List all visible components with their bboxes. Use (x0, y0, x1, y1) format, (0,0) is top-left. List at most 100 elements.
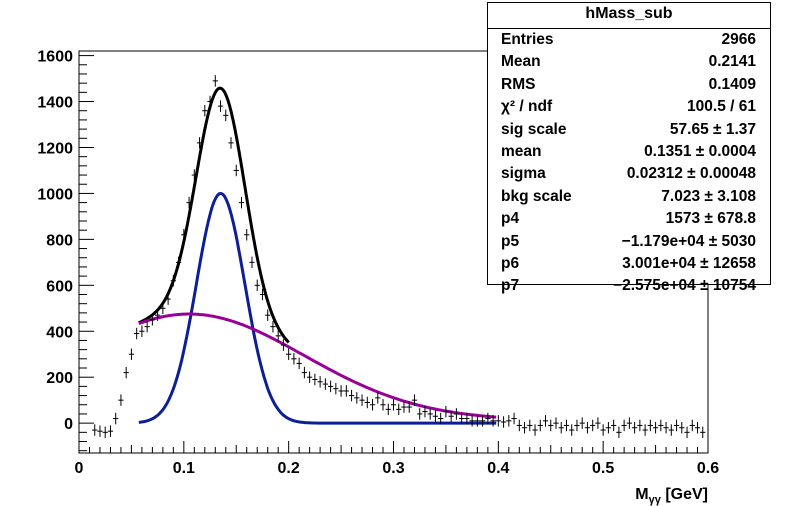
data-point (590, 419, 596, 432)
data-point (427, 408, 433, 420)
data-point (495, 415, 501, 427)
stats-value: −1.179e+04 ± 5030 (621, 232, 756, 250)
data-point (244, 229, 250, 241)
data-point (123, 366, 129, 379)
stats-row: χ² / ndf 100.5 / 61 (488, 96, 770, 118)
stats-value: 0.1409 (708, 75, 756, 93)
data-point (149, 314, 156, 326)
stats-row: p5 −1.179e+04 ± 5030 (488, 231, 770, 253)
background-fit-curve (138, 312, 497, 419)
data-point (668, 424, 674, 436)
data-point (238, 196, 245, 209)
data-point (233, 164, 239, 177)
data-point (291, 353, 297, 365)
stats-value: 0.2141 (708, 53, 756, 71)
data-point (118, 394, 124, 406)
data-point (354, 392, 360, 404)
data-point (684, 426, 690, 439)
data-point (406, 401, 412, 413)
data-point (605, 421, 612, 434)
data-point (689, 419, 695, 432)
data-point (196, 137, 203, 149)
data-point (521, 421, 528, 434)
data-point (380, 399, 386, 411)
data-point (301, 366, 308, 379)
y-axis: 0 200 400 600 800 1000 1200 1400 1600 (37, 49, 94, 452)
data-point (259, 288, 266, 301)
data-point (401, 401, 407, 413)
data-point (417, 408, 423, 420)
data-point (249, 256, 255, 269)
data-point (107, 425, 114, 437)
data-point (223, 109, 229, 122)
data-point (186, 196, 192, 209)
stats-title: hMass_sub (488, 3, 770, 29)
x-tick-label: 0.2 (278, 460, 300, 477)
stats-row: mean 0.1351 ± 0.0004 (488, 141, 770, 163)
data-point (181, 229, 187, 241)
data-point (327, 380, 334, 393)
data-point (548, 419, 554, 432)
stats-value: 57.65 ± 1.37 (669, 120, 756, 138)
stats-value: 0.02312 ± 0.00048 (626, 165, 756, 183)
data-point (464, 412, 470, 425)
data-point (569, 424, 575, 436)
data-point (175, 256, 182, 269)
data-point (479, 415, 486, 427)
data-point (432, 410, 439, 422)
data-point (385, 403, 391, 416)
data-point (673, 419, 680, 432)
data-point (338, 385, 344, 397)
data-point (217, 100, 224, 112)
stats-row: Entries 2966 (488, 29, 770, 51)
data-point (694, 421, 701, 434)
stats-row: RMS 0.1409 (488, 74, 770, 96)
data-point (626, 417, 632, 429)
data-point (453, 408, 460, 420)
stats-label: p5 (501, 232, 520, 250)
data-point (102, 426, 108, 439)
data-point (364, 396, 370, 409)
x-tick-label: 0.1 (173, 460, 195, 477)
data-point (348, 389, 355, 402)
stats-box: hMass_sub Entries 2966 Mean 0.2141 RMS 0.1409… (487, 2, 771, 294)
data-point (390, 399, 397, 411)
data-point (128, 348, 135, 360)
stats-label: Entries (501, 31, 554, 48)
data-point (160, 302, 166, 315)
data-point (652, 421, 659, 434)
stats-row: p7 −2.575e+04 ± 10754 (488, 275, 770, 297)
data-point (500, 416, 507, 428)
data-point (511, 412, 517, 425)
data-point (595, 417, 601, 429)
stats-value: 1573 ± 678.8 (665, 210, 756, 228)
data-point (553, 417, 559, 429)
stats-label: χ² / ndf (501, 98, 553, 116)
data-point (359, 394, 365, 406)
y-tick-label: 800 (46, 232, 73, 249)
y-tick-label: 600 (46, 278, 73, 295)
x-tick-label: 0.3 (382, 460, 404, 477)
stats-value: 0.1351 ± 0.0004 (644, 142, 756, 160)
y-tick-label: 0 (64, 416, 73, 433)
data-point (642, 424, 648, 436)
stats-label: p6 (501, 254, 520, 272)
signal-fit-curve (138, 191, 497, 425)
stats-value: 100.5 / 61 (687, 98, 756, 116)
data-point (663, 421, 669, 434)
data-point (228, 137, 234, 149)
data-point (375, 392, 381, 404)
x-axis-title: Mγγ [GeV] (635, 486, 708, 506)
total-fit-curve (138, 86, 290, 344)
stats-label: bkg scale (501, 187, 572, 205)
data-point (97, 425, 103, 437)
data-point (616, 426, 622, 439)
y-tick-label: 400 (46, 324, 73, 341)
x-tick-label: 0.6 (697, 460, 719, 477)
data-point (637, 419, 643, 432)
data-point (396, 403, 402, 416)
data-point (265, 309, 271, 321)
stats-label: RMS (501, 75, 536, 93)
data-point (202, 104, 208, 117)
fit-curves (138, 86, 497, 425)
